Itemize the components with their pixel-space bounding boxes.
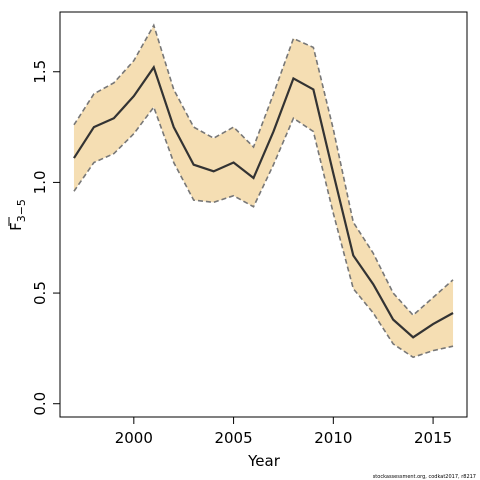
svg-text:F3−5: F3−5 (7, 199, 28, 231)
x-tick-label: 2015 (414, 429, 452, 447)
y-axis: 0.0 0.5 1.0 1.5 (31, 60, 61, 416)
ci-band (73, 25, 454, 358)
ci-upper-line (73, 23, 454, 317)
x-axis-title: Year (247, 452, 281, 470)
plot-frame (59, 11, 468, 418)
series-layer (73, 23, 454, 359)
y-tick-label: 1.5 (31, 60, 49, 84)
ci-band-layer (73, 25, 454, 358)
y-tick-label: 0.5 (31, 281, 49, 305)
y-tick-label: 0.0 (31, 392, 49, 416)
x-axis: 2000 2005 2010 2015 (115, 416, 452, 447)
y-axis-title-main: F (7, 222, 25, 231)
y-axis-title: F3−5 (7, 199, 28, 231)
ci-lower-line (73, 105, 454, 359)
estimate-line (73, 64, 454, 339)
x-tick-label: 2010 (314, 429, 352, 447)
y-tick-label: 1.0 (31, 170, 49, 194)
x-tick-label: 2005 (214, 429, 252, 447)
footer-credit: stockassessment.org, codkat2017, r8217 (373, 474, 476, 480)
y-axis-title-sub: 3−5 (15, 199, 28, 222)
x-tick-label: 2000 (115, 429, 153, 447)
